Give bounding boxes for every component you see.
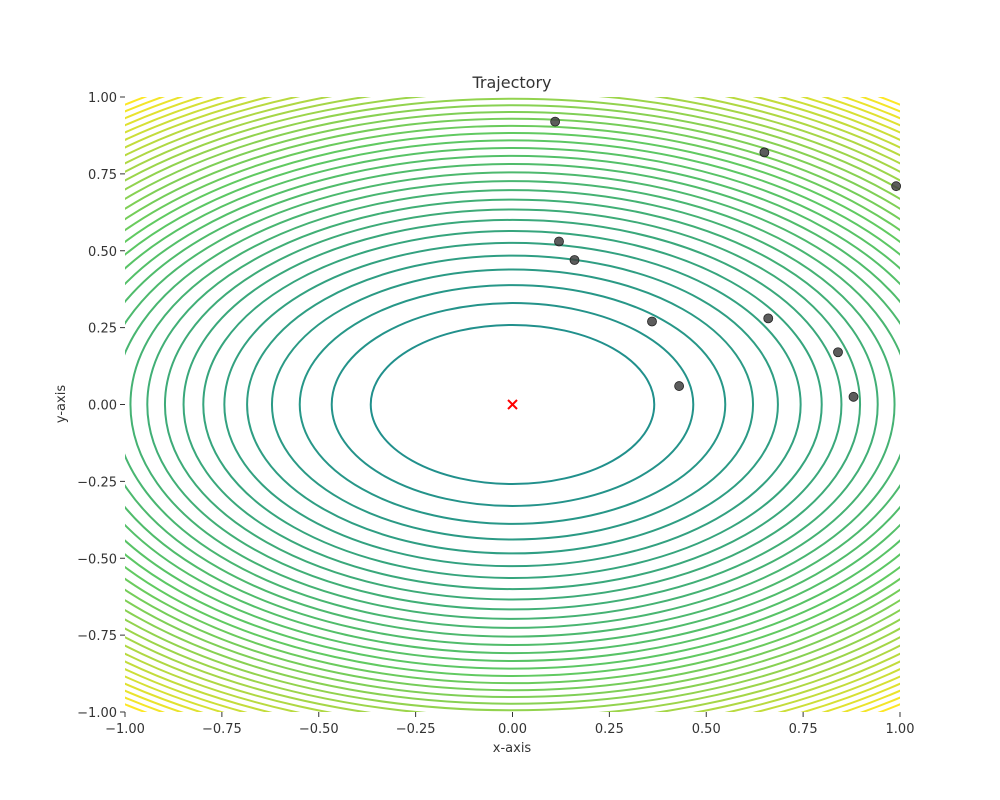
- trajectory-point: [569, 255, 580, 265]
- contour-line: [125, 147, 900, 662]
- contour-line: [270, 268, 755, 541]
- trajectory-point: [647, 316, 657, 327]
- target-marker-stroke: [507, 399, 518, 410]
- contour-line: [125, 97, 900, 712]
- contour-line: [369, 323, 656, 486]
- target-marker: [507, 399, 518, 410]
- trajectory-point: [759, 147, 770, 158]
- contour-line: [125, 171, 900, 638]
- y-axis-label: y-axis: [54, 385, 69, 423]
- contour-line: [125, 180, 900, 629]
- x-tick-label: −0.75: [202, 722, 242, 737]
- contour-line: [125, 97, 900, 712]
- x-tick-label: 1.00: [886, 722, 915, 737]
- y-tick-label: 0.75: [88, 168, 117, 183]
- trajectory-point: [554, 236, 564, 247]
- contour-line: [125, 111, 900, 698]
- y-tick-label: −0.50: [77, 552, 117, 567]
- contour-line: [125, 117, 900, 692]
- x-tick-label: 0.00: [498, 722, 527, 737]
- contour-line: [129, 189, 896, 620]
- x-tick-label: 0.75: [789, 722, 818, 737]
- contour-line: [125, 154, 900, 655]
- contour-lines: [125, 97, 900, 712]
- chart-title: Trajectory: [472, 73, 552, 92]
- trajectory-point: [550, 116, 561, 127]
- x-tick-label: 0.25: [595, 722, 624, 737]
- contour-line: [298, 284, 727, 525]
- y-tick-label: −0.25: [77, 475, 117, 490]
- x-axis-label: x-axis: [493, 741, 532, 756]
- contour-line: [125, 139, 900, 670]
- x-tick-label: −0.25: [396, 722, 436, 737]
- trajectory-point: [833, 347, 843, 358]
- contour-line: [125, 104, 900, 705]
- trajectory-point: [848, 391, 859, 402]
- contour-line: [125, 163, 900, 646]
- trajectory-point: [891, 181, 902, 192]
- y-tick-label: 0.25: [88, 322, 117, 337]
- y-tick-label: 0.50: [88, 245, 117, 260]
- contour-line: [223, 241, 802, 568]
- x-tick-label: −0.50: [299, 722, 339, 737]
- y-tick-label: 1.00: [88, 91, 117, 106]
- x-tick-label: −1.00: [105, 722, 145, 737]
- y-tick-label: −1.00: [77, 706, 117, 721]
- contour-line: [202, 229, 823, 580]
- contour-line: [125, 124, 900, 685]
- trajectory-point: [763, 313, 774, 324]
- contour-line: [125, 97, 900, 712]
- contour-line: [125, 97, 900, 712]
- trajectory-point: [674, 381, 685, 391]
- contour-line: [146, 198, 879, 611]
- y-tick-label: 0.00: [88, 399, 117, 414]
- trajectory-points: [550, 116, 902, 402]
- axes: −1.00 −0.75 −0.50 −0.25 0.00 0.25 0.50 0.75 1.00…: [77, 91, 914, 737]
- y-tick-label: −0.75: [77, 629, 117, 644]
- contour-line: [182, 218, 843, 591]
- contour-line: [163, 208, 862, 601]
- contour-line: [246, 254, 779, 555]
- contour-line: [125, 97, 900, 712]
- contour-line: [125, 132, 900, 677]
- contour-line: [330, 302, 695, 507]
- x-tick-label: 0.50: [692, 722, 721, 737]
